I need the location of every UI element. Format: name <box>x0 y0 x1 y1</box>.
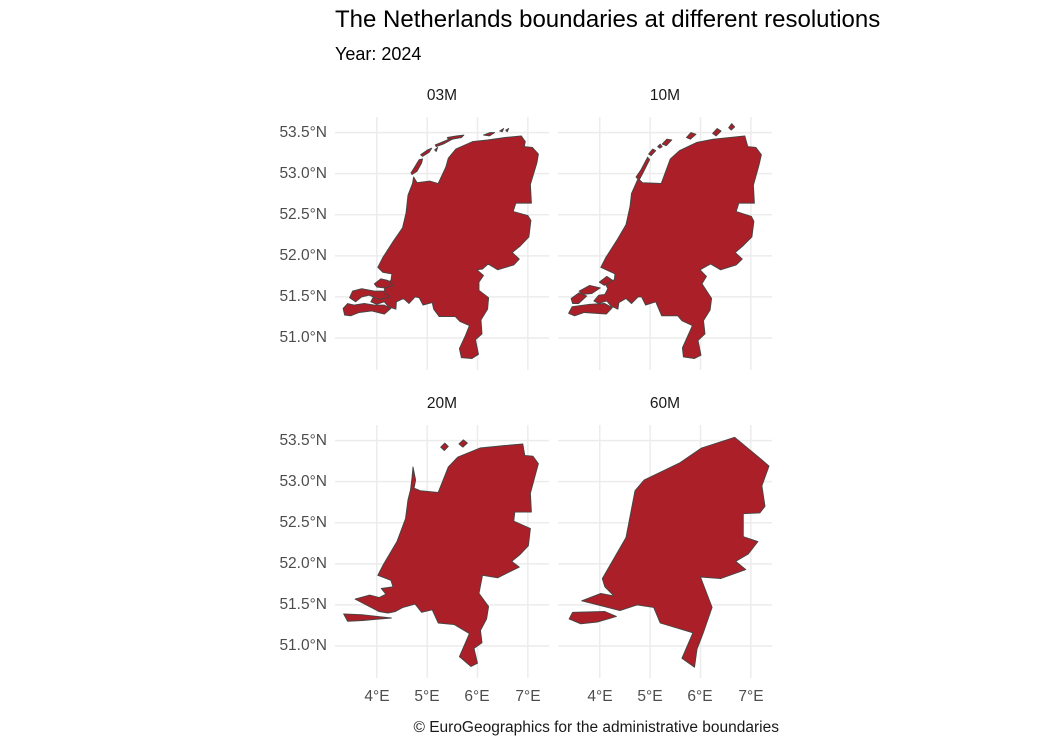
x-axis-tick-label: 5°E <box>414 688 440 705</box>
x-axis-tick-label: 5°E <box>637 688 663 705</box>
terschelling-polygon <box>661 138 673 147</box>
y-axis-tick-label: 53.0°N <box>279 473 327 490</box>
plot-subtitle: Year: 2024 <box>335 44 422 64</box>
x-axis-tick-label: 6°E <box>464 688 490 705</box>
ameland-polygon <box>685 132 697 140</box>
griend-polygon <box>657 143 663 149</box>
y-axis-tick-label: 52.5°N <box>279 514 327 531</box>
mainland-polygon <box>370 135 539 359</box>
facet-strip-60M: 60M <box>649 395 681 412</box>
goeree-polygon <box>373 278 394 289</box>
schiermonnikoog-polygon <box>483 132 496 137</box>
mainland-polygon <box>581 436 770 668</box>
vlieland-polygon <box>420 147 433 157</box>
y-axis-tick-label: 52.5°N <box>279 206 327 223</box>
plot-caption: © EuroGeographics for the administrative… <box>413 719 779 736</box>
mainland-polygon <box>354 443 539 667</box>
terschelling-polygon <box>440 442 449 451</box>
rottumerplaat-polygon <box>499 128 505 133</box>
map-svg-60M <box>558 425 772 678</box>
y-axis-tick-label: 51.5°N <box>279 596 327 613</box>
vlieland-polygon <box>648 148 657 157</box>
map-panel-20M <box>335 425 549 678</box>
facet-strip-10M: 10M <box>649 87 681 104</box>
plot-title: The Netherlands boundaries at different … <box>335 6 881 33</box>
x-axis-tick-label: 7°E <box>738 688 764 705</box>
y-axis-tick-label: 52.0°N <box>279 555 327 572</box>
goeree-polygon <box>598 275 614 286</box>
schouwen-walcheren-polygon <box>349 288 391 303</box>
ameland-polygon <box>446 134 465 140</box>
rottumeroog-polygon <box>505 128 510 133</box>
ameland-polygon <box>458 439 468 448</box>
facet-strip-03M: 03M <box>426 87 458 104</box>
y-axis-tick-label: 53.0°N <box>279 165 327 182</box>
y-axis-tick-label: 51.0°N <box>279 329 327 346</box>
y-axis-tick-label: 51.0°N <box>279 637 327 654</box>
x-axis-tick-label: 4°E <box>587 688 613 705</box>
walcheren-polygon <box>570 292 588 304</box>
griend-polygon <box>434 146 439 152</box>
mainland-polygon <box>593 135 762 359</box>
zeeuws-vlaanderen-polygon <box>342 303 392 317</box>
y-axis-tick-label: 52.0°N <box>279 247 327 264</box>
texel-polygon <box>635 156 651 181</box>
map-svg-20M <box>335 425 549 678</box>
zeeuws-vlaanderen-polygon <box>568 303 613 317</box>
texel-polygon <box>410 158 424 175</box>
map-panel-60M <box>558 425 772 678</box>
y-axis-tick-label: 53.5°N <box>279 432 327 449</box>
map-panel-10M <box>558 117 772 370</box>
map-svg-10M <box>558 117 772 370</box>
y-axis-tick-label: 51.5°N <box>279 288 327 305</box>
schouwen-polygon <box>578 284 601 295</box>
x-axis-tick-label: 4°E <box>364 688 390 705</box>
x-axis-tick-label: 6°E <box>687 688 713 705</box>
facet-strip-20M: 20M <box>426 395 458 412</box>
rottumeroog-polygon <box>728 123 736 131</box>
x-axis-tick-label: 7°E <box>515 688 541 705</box>
zeeuws-vlaanderen-polygon <box>568 611 617 625</box>
y-axis-tick-label: 53.5°N <box>279 124 327 141</box>
map-svg-03M <box>335 117 549 370</box>
zeeuws-vlaanderen-polygon <box>343 613 392 622</box>
map-panel-03M <box>335 117 549 370</box>
schiermonnikoog-polygon <box>712 128 722 137</box>
